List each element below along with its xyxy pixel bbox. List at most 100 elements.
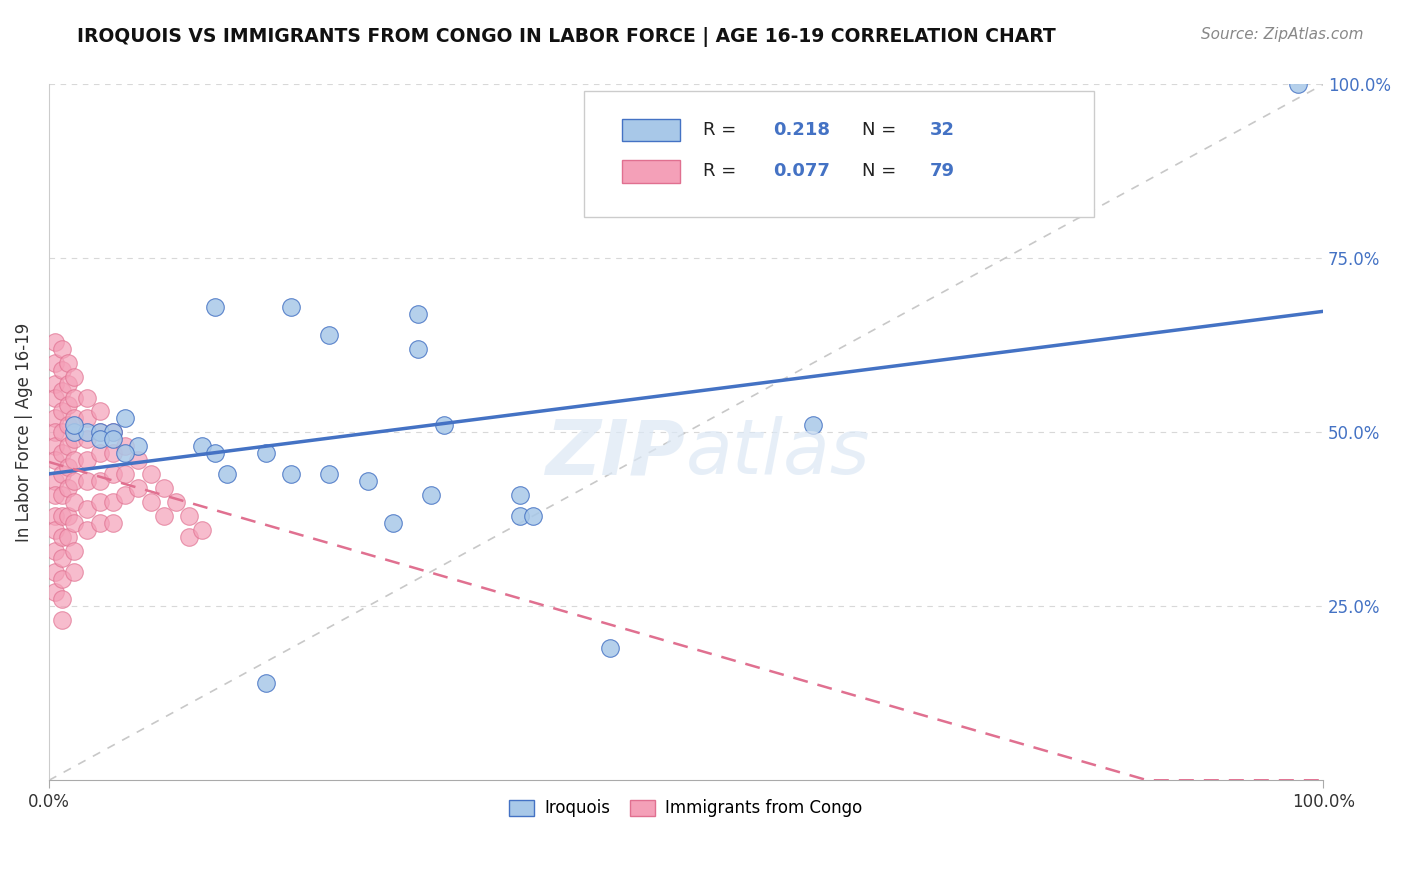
Point xyxy=(254,676,277,690)
Point xyxy=(152,481,174,495)
Point xyxy=(382,516,405,530)
Point xyxy=(179,530,201,544)
Point xyxy=(101,433,124,447)
Point xyxy=(44,425,66,440)
Point xyxy=(254,446,277,460)
Point xyxy=(51,592,73,607)
Point xyxy=(51,404,73,418)
Point xyxy=(280,467,302,482)
Point xyxy=(101,425,124,440)
Point xyxy=(56,460,79,475)
Point xyxy=(63,516,86,530)
Point xyxy=(76,433,98,447)
Point xyxy=(356,474,378,488)
Point xyxy=(89,474,111,488)
Point xyxy=(56,398,79,412)
Point xyxy=(139,467,162,482)
Point xyxy=(76,474,98,488)
Point xyxy=(89,433,111,447)
Point xyxy=(280,300,302,314)
Point xyxy=(114,467,136,482)
Point xyxy=(76,425,98,440)
Point xyxy=(44,543,66,558)
Point xyxy=(165,495,187,509)
Point xyxy=(63,425,86,440)
Point xyxy=(318,467,340,482)
Point xyxy=(56,418,79,433)
FancyBboxPatch shape xyxy=(623,161,679,183)
Point xyxy=(63,411,86,425)
Point xyxy=(318,328,340,343)
Text: R =: R = xyxy=(703,162,741,180)
Point xyxy=(522,508,544,523)
Point xyxy=(509,488,531,502)
Point xyxy=(101,446,124,460)
Point xyxy=(127,453,149,467)
Point xyxy=(44,565,66,579)
Point xyxy=(509,508,531,523)
Point xyxy=(408,342,430,356)
Point xyxy=(44,391,66,405)
Point xyxy=(51,613,73,627)
Point xyxy=(114,411,136,425)
Point xyxy=(44,585,66,599)
Text: 0.077: 0.077 xyxy=(773,162,830,180)
Point xyxy=(56,481,79,495)
Point xyxy=(127,439,149,453)
Point xyxy=(76,453,98,467)
Point xyxy=(1286,78,1309,92)
Point xyxy=(114,446,136,460)
Point xyxy=(44,439,66,453)
Point xyxy=(89,516,111,530)
Point xyxy=(63,543,86,558)
Point xyxy=(217,467,239,482)
Point xyxy=(803,418,825,433)
Point xyxy=(179,508,201,523)
Point xyxy=(51,550,73,565)
Point xyxy=(56,530,79,544)
Point xyxy=(101,467,124,482)
Point xyxy=(63,369,86,384)
Point xyxy=(51,384,73,398)
Point xyxy=(44,488,66,502)
Point xyxy=(63,418,86,433)
Point xyxy=(44,508,66,523)
Point xyxy=(433,418,456,433)
Point xyxy=(63,453,86,467)
Point xyxy=(89,425,111,440)
Point xyxy=(44,523,66,537)
Point xyxy=(51,508,73,523)
Point xyxy=(63,474,86,488)
Point xyxy=(89,446,111,460)
Point xyxy=(44,376,66,391)
Text: N =: N = xyxy=(862,120,901,138)
Text: 0.218: 0.218 xyxy=(773,120,830,138)
Point xyxy=(63,565,86,579)
Text: 79: 79 xyxy=(929,162,955,180)
Point xyxy=(44,334,66,349)
Point xyxy=(56,508,79,523)
Point xyxy=(420,488,443,502)
Point xyxy=(152,508,174,523)
Point xyxy=(127,481,149,495)
Point xyxy=(408,307,430,321)
Point xyxy=(51,342,73,356)
Point xyxy=(89,425,111,440)
Point xyxy=(51,467,73,482)
Point xyxy=(56,376,79,391)
Point xyxy=(51,572,73,586)
Point xyxy=(63,495,86,509)
Point xyxy=(114,488,136,502)
Point xyxy=(101,425,124,440)
Text: Source: ZipAtlas.com: Source: ZipAtlas.com xyxy=(1201,27,1364,42)
Point xyxy=(191,523,214,537)
Point xyxy=(63,391,86,405)
Point xyxy=(51,530,73,544)
Point xyxy=(101,495,124,509)
Point xyxy=(63,433,86,447)
Point xyxy=(44,411,66,425)
Point xyxy=(56,439,79,453)
Point xyxy=(204,446,226,460)
Point xyxy=(51,488,73,502)
Point xyxy=(101,516,124,530)
